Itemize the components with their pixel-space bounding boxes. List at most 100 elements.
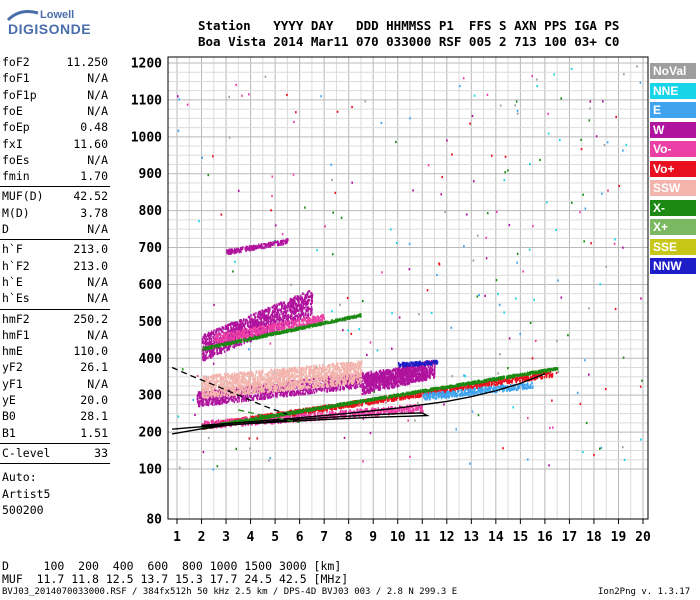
echo-point-w — [262, 396, 264, 399]
echo-point-w — [294, 392, 297, 396]
param-row-ye: yE 20.0 — [2, 393, 108, 408]
echo-point-w — [289, 306, 291, 310]
echo-noise-point — [409, 117, 411, 120]
echo-point-w — [229, 395, 231, 399]
echo-point-w — [412, 368, 414, 371]
echo-point-w — [255, 312, 257, 315]
echo-noise-point — [622, 149, 624, 152]
echo-point-w — [207, 349, 209, 353]
echo-point-w — [286, 317, 289, 320]
param-name: hmF2 — [2, 311, 30, 326]
echo-point-w — [222, 347, 224, 351]
echo-point-w — [273, 311, 275, 314]
echo-point-w — [293, 316, 295, 320]
echo-noise-point — [407, 419, 410, 422]
echo-point-w — [416, 370, 418, 373]
echo-point-w — [422, 379, 424, 382]
echo-point-w — [409, 376, 412, 380]
echo-point-w — [403, 372, 405, 375]
echo-point-w — [258, 312, 260, 316]
echo-point-w — [236, 247, 238, 250]
echo-point-w — [218, 342, 220, 346]
echo-point-w — [228, 323, 230, 326]
echo-point-w — [247, 399, 250, 402]
echo-noise-point — [181, 368, 184, 371]
echo-point-w — [205, 398, 208, 401]
echo-point-w — [306, 300, 309, 304]
echo-point-w — [284, 241, 287, 245]
echo-point-w — [269, 392, 272, 396]
echo-noise-point — [551, 399, 553, 402]
echo-point-w — [415, 368, 418, 372]
echo-point-w — [253, 322, 256, 325]
echo-noise-point — [495, 279, 498, 282]
echo-point-w — [294, 296, 296, 299]
echo-point-w — [209, 342, 211, 346]
echo-point-w — [407, 378, 409, 381]
echo-point-w — [242, 319, 244, 323]
echo-point-w — [280, 310, 282, 314]
echo-point-w — [333, 388, 335, 391]
echo-point-w — [284, 316, 286, 320]
echo-noise-point — [514, 297, 517, 300]
echo-noise-point — [331, 178, 333, 181]
echo-point-w — [323, 386, 326, 390]
echo-point-w — [378, 378, 380, 382]
echo-point-w — [205, 341, 207, 345]
echo-noise-point — [196, 374, 199, 378]
echo-point-w — [265, 390, 267, 394]
echo-point-w — [310, 295, 312, 298]
echo-point-w — [279, 394, 282, 397]
echo-point-w — [197, 392, 199, 396]
echo-point-w — [253, 313, 255, 316]
echo-point-w — [363, 380, 366, 383]
echo-point-w — [420, 368, 423, 372]
echo-point-w — [269, 321, 271, 324]
echo-point-w — [202, 358, 204, 361]
echo-point-w — [246, 393, 249, 397]
echo-point-w — [382, 384, 385, 387]
echo-point-w — [307, 382, 309, 386]
echo-point-w — [200, 401, 203, 405]
echo-noise-point — [559, 138, 561, 142]
echo-point-w — [303, 316, 306, 320]
echo-noise-point — [639, 385, 642, 388]
echo-point-w — [219, 402, 222, 405]
echo-point-w — [312, 377, 314, 381]
echo-point-w — [283, 301, 285, 305]
echo-point-w — [390, 378, 392, 381]
echo-point-w — [299, 306, 302, 310]
echo-point-w — [388, 376, 391, 379]
echo-point-w — [229, 248, 231, 252]
echo-point-w — [410, 380, 412, 383]
echo-point-w — [249, 322, 251, 326]
echo-point-w — [217, 330, 219, 333]
param-value: 26.1 — [80, 360, 108, 375]
echo-point-w — [406, 380, 409, 384]
echo-point-w — [364, 375, 366, 378]
echo-point-w — [425, 372, 427, 375]
echo-point-w — [395, 370, 397, 374]
echo-point-w — [307, 306, 310, 309]
echo-point-w — [419, 365, 421, 368]
echo-point-w — [362, 375, 365, 378]
echo-point-w — [287, 302, 289, 305]
echo-point-w — [386, 387, 389, 390]
echo-point-w — [280, 301, 282, 305]
echo-point-w — [427, 374, 429, 377]
echo-point-w — [209, 336, 211, 340]
echo-noise-point — [451, 375, 454, 378]
echo-point-w — [217, 400, 220, 404]
echo-point-w — [402, 373, 404, 376]
param-row-fmin: fmin 1.70 — [2, 169, 108, 184]
echo-point-w — [307, 298, 310, 302]
echo-point-w — [297, 302, 300, 305]
echo-point-w — [213, 329, 215, 332]
echo-point-w — [210, 402, 212, 405]
echo-point-w — [262, 315, 264, 319]
echo-point-w — [253, 333, 255, 337]
echo-point-w — [218, 349, 221, 352]
echo-point-w — [399, 369, 402, 373]
echo-point-w — [381, 380, 383, 383]
echo-point-w — [269, 395, 271, 399]
